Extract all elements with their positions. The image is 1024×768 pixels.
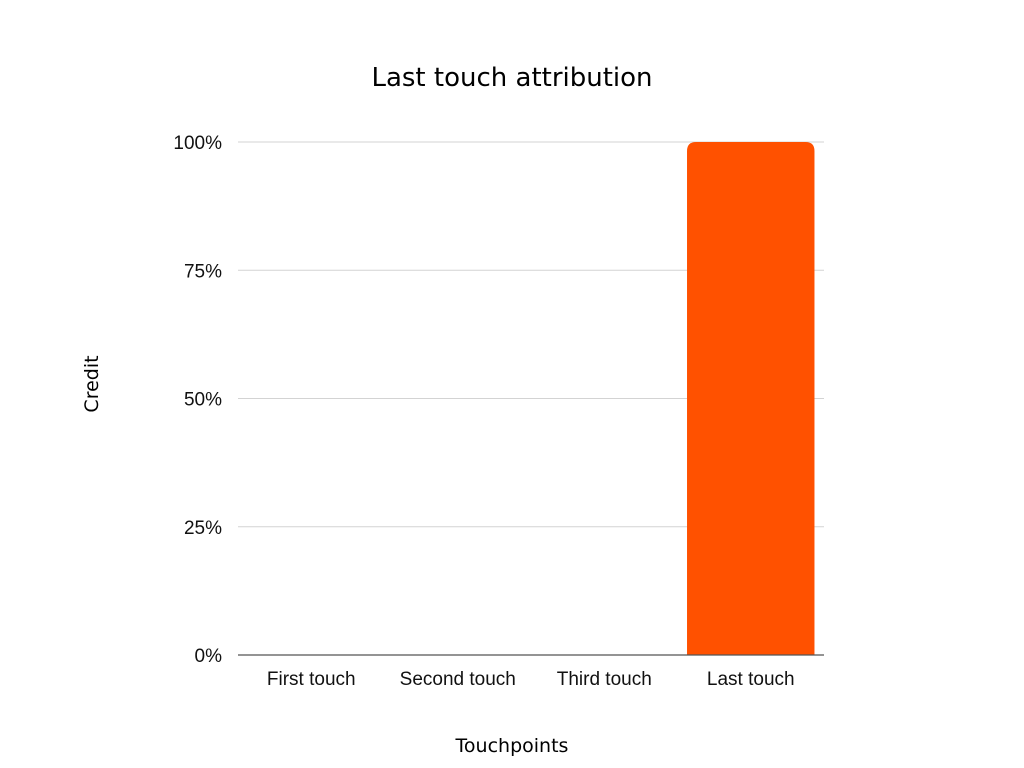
y-axis-title: Credit <box>81 355 103 412</box>
y-tick-label: 75% <box>184 261 222 282</box>
y-tick-label: 0% <box>195 646 223 667</box>
y-tick-label: 100% <box>173 133 222 154</box>
x-tick-label: Last touch <box>707 669 795 690</box>
bars <box>687 142 815 655</box>
chart-title: Last touch attribution <box>371 63 652 93</box>
x-tick-label: Third touch <box>557 669 652 690</box>
bar-last-touch <box>687 142 815 655</box>
y-tick-label: 50% <box>184 390 222 411</box>
y-axis-ticks: 0% 25% 50% 75% 100% <box>173 133 222 667</box>
x-tick-label: Second touch <box>400 669 516 690</box>
y-tick-label: 25% <box>184 518 222 539</box>
x-axis-ticks: First touch Second touch Third touch Last t… <box>267 669 795 690</box>
x-tick-label: First touch <box>267 669 356 690</box>
x-axis-title: Touchpoints <box>455 735 569 757</box>
